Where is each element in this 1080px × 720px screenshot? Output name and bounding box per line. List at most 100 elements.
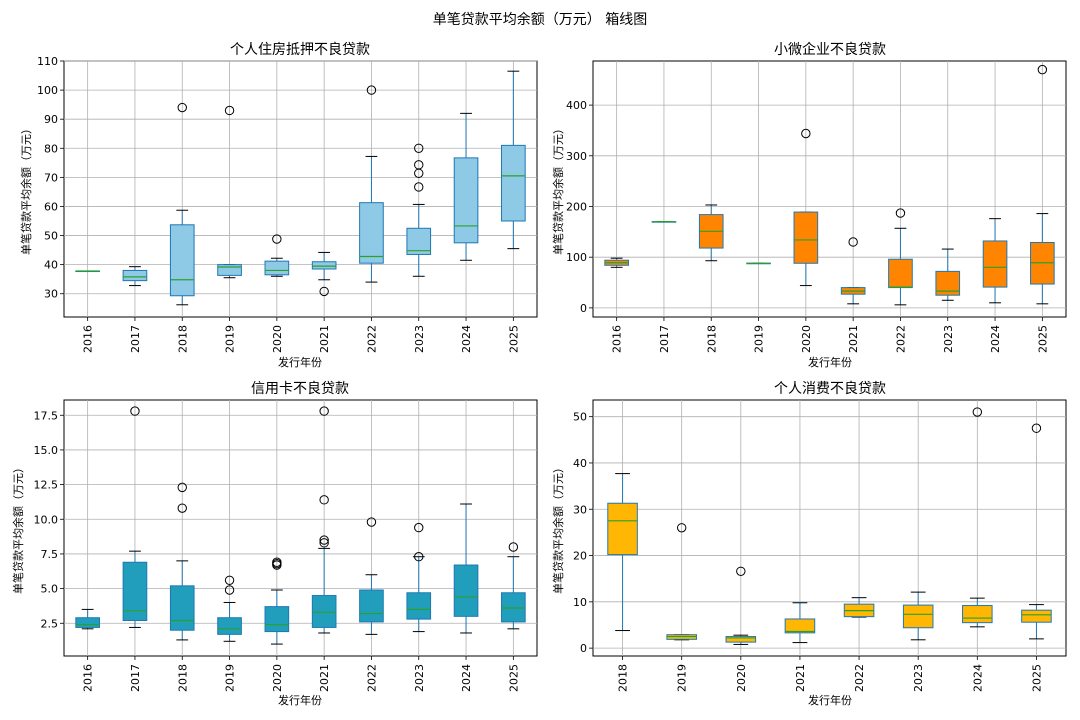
x-tick-label: 2021 bbox=[318, 664, 331, 692]
x-tick-label: 2025 bbox=[507, 325, 520, 353]
box-2024 bbox=[453, 564, 479, 617]
x-tick-label: 2018 bbox=[176, 664, 189, 692]
y-tick-label: 40 bbox=[44, 259, 58, 272]
x-tick-label: 2020 bbox=[735, 664, 748, 692]
box-2021 bbox=[311, 595, 337, 628]
y-tick-label: 300 bbox=[566, 150, 587, 163]
x-tick-label: 2019 bbox=[224, 325, 237, 353]
x-tick-label: 2023 bbox=[413, 325, 426, 353]
outlier-point bbox=[319, 406, 329, 416]
y-axis: 30 40 50 60 70 80 90 100 110 bbox=[37, 55, 64, 301]
outlier-point bbox=[414, 143, 424, 153]
y-axis-label: 单笔贷款平均余额（万元） bbox=[551, 462, 565, 594]
y-tick-label: 5.0 bbox=[41, 583, 59, 596]
outlier-point bbox=[972, 407, 983, 417]
x-tick-label: 2025 bbox=[1036, 325, 1049, 353]
outlier-point bbox=[272, 557, 282, 567]
box-2018 bbox=[169, 224, 195, 297]
box-2016 bbox=[75, 617, 100, 628]
x-axis: 2018 2019 2020 2021 2022 2023 2024 2025 bbox=[617, 656, 1043, 692]
y-tick-label: 70 bbox=[44, 171, 58, 184]
x-tick-label: 2021 bbox=[847, 325, 860, 353]
box-2021 bbox=[784, 618, 816, 634]
x-axis: 2016 2017 2018 2019 2020 2021 2022 2023 2024 2025 bbox=[82, 317, 520, 353]
x-tick-label: 2025 bbox=[1030, 664, 1043, 692]
box-2023 bbox=[406, 592, 432, 620]
box-2024 bbox=[962, 605, 993, 624]
y-tick-label: 30 bbox=[44, 288, 58, 301]
y-axis-label: 单笔贷款平均余额（万元） bbox=[19, 123, 33, 255]
y-tick-label: 17.5 bbox=[34, 409, 59, 422]
x-tick-label: 2023 bbox=[912, 664, 925, 692]
box-2023 bbox=[902, 604, 934, 629]
x-tick-label: 2024 bbox=[460, 325, 473, 353]
x-tick-label: 2016 bbox=[611, 325, 624, 353]
y-tick-label: 20 bbox=[573, 550, 587, 563]
outlier-point bbox=[414, 552, 424, 562]
outlier-point bbox=[177, 503, 187, 513]
outlier-point bbox=[676, 523, 687, 533]
box-series bbox=[75, 406, 526, 645]
y-tick-label: 110 bbox=[37, 55, 58, 68]
y-tick-label: 90 bbox=[44, 113, 58, 126]
outlier-point bbox=[736, 566, 746, 576]
outlier-point bbox=[224, 105, 235, 116]
x-tick-label: 2017 bbox=[658, 325, 671, 353]
box-2021 bbox=[311, 261, 337, 270]
subplot-title: 小微企业不良贷款 bbox=[774, 41, 886, 58]
subplot-title: 个人消费不良贷款 bbox=[774, 381, 886, 397]
x-tick-label: 2022 bbox=[894, 325, 907, 353]
y-tick-label: 15.0 bbox=[34, 444, 59, 457]
y-tick-label: 200 bbox=[566, 200, 587, 213]
box-2020 bbox=[725, 636, 757, 643]
y-tick-label: 100 bbox=[37, 84, 58, 97]
outlier-point bbox=[130, 406, 140, 416]
y-tick-label: 30 bbox=[573, 503, 587, 516]
outlier-point bbox=[1037, 64, 1048, 75]
x-tick-label: 2023 bbox=[413, 664, 426, 692]
outlier-point bbox=[414, 160, 424, 170]
y-tick-label: 2.5 bbox=[41, 617, 59, 630]
y-tick-label: 10.0 bbox=[34, 513, 59, 526]
x-tick-label: 2022 bbox=[853, 664, 866, 692]
box-2025 bbox=[501, 592, 526, 623]
subplot-personal-consumption: 个人消费不良贷款 0 10 20 30 40 50 2018 2019 2020 2021 202… bbox=[551, 381, 1067, 707]
x-tick-label: 2022 bbox=[365, 325, 378, 353]
outlier-point bbox=[366, 85, 377, 95]
outlier-point bbox=[508, 542, 519, 552]
subplot-title: 个人住房抵押不良贷款 bbox=[230, 42, 370, 58]
outlier-point bbox=[319, 538, 329, 548]
box-2022 bbox=[888, 258, 913, 289]
box-2022 bbox=[359, 202, 384, 264]
y-tick-label: 7.5 bbox=[41, 548, 59, 561]
y-tick-label: 12.5 bbox=[34, 479, 59, 492]
x-tick-label: 2016 bbox=[82, 325, 95, 353]
y-axis: 0 100 200 300 400 bbox=[566, 99, 593, 315]
outlier-point bbox=[177, 482, 187, 493]
y-tick-label: 0 bbox=[580, 642, 587, 655]
x-tick-label: 2019 bbox=[676, 664, 689, 692]
box-2019 bbox=[217, 617, 242, 635]
y-axis-label: 单笔贷款平均余额（万元） bbox=[551, 123, 565, 255]
outlier-point bbox=[224, 585, 235, 595]
outlier-point bbox=[366, 517, 377, 527]
x-tick-label: 2020 bbox=[271, 325, 284, 353]
x-axis-label: 发行年份 bbox=[808, 693, 852, 707]
outlier-point bbox=[414, 522, 424, 533]
x-axis: 2016 2017 2018 2019 2020 2021 2022 2023 2024 2025 bbox=[82, 656, 520, 692]
box-2020 bbox=[264, 260, 290, 276]
x-tick-label: 2018 bbox=[176, 325, 189, 353]
y-tick-label: 0 bbox=[580, 302, 587, 315]
x-tick-label: 2018 bbox=[617, 664, 630, 692]
subplot-title: 信用卡不良贷款 bbox=[251, 381, 349, 397]
x-tick-label: 2024 bbox=[460, 664, 473, 692]
y-tick-label: 10 bbox=[573, 596, 587, 609]
y-axis: 2.5 5.0 7.5 10.0 12.5 15.0 17.5 bbox=[34, 409, 64, 630]
box-2017 bbox=[122, 269, 148, 282]
y-tick-label: 400 bbox=[566, 99, 587, 112]
x-tick-label: 2017 bbox=[129, 325, 142, 353]
outlier-point bbox=[1031, 423, 1042, 433]
y-axis: 0 10 20 30 40 50 bbox=[573, 411, 593, 655]
x-tick-label: 2025 bbox=[507, 664, 520, 692]
